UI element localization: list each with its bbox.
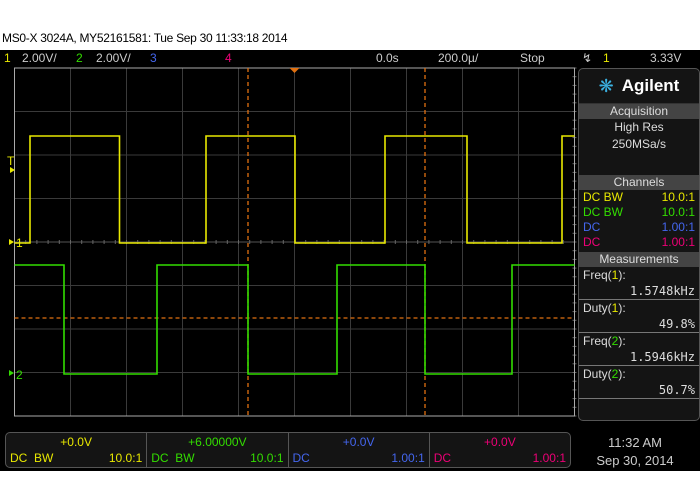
measurement-value: 50.7%	[579, 382, 699, 399]
waveform-graticule[interactable]: T 1 2	[0, 50, 700, 430]
measurement-channel: 2	[611, 334, 619, 348]
channel-row-4[interactable]: DC 1.00:1	[579, 235, 699, 250]
measurement-suffix: ):	[618, 367, 626, 381]
measurement-item[interactable]: Freq(2): 1.5946kHz	[579, 333, 699, 366]
measurement-channel: 1	[611, 268, 619, 282]
channel-coupling: DC	[151, 451, 169, 465]
channel-probe: 1.00:1	[661, 220, 695, 234]
channel-offset: +0.0V	[484, 435, 516, 449]
channels-title[interactable]: Channels	[579, 175, 699, 190]
trigger-level[interactable]: 3.33V	[650, 51, 682, 65]
side-panel: ❋ Agilent Acquisition High Res 250MSa/s …	[578, 68, 700, 421]
channel-probe: 10.0:1	[661, 190, 695, 204]
ch1-number[interactable]: 1	[4, 51, 11, 65]
brand-name: Agilent	[621, 76, 680, 95]
measurement-suffix: ):	[618, 334, 626, 348]
channel-coupling: DC	[583, 220, 601, 234]
measurement-value: 49.8%	[579, 316, 699, 333]
clock-date: Sep 30, 2014	[596, 453, 674, 468]
measurement-label: Freq(1):	[579, 267, 699, 283]
channel-coupling: DC	[292, 451, 310, 465]
channel-offset: +0.0V	[60, 435, 92, 449]
measurement-value: 1.5946kHz	[579, 349, 699, 366]
measurement-name: Duty(	[583, 367, 612, 381]
ch1-ground-arrow-icon	[9, 239, 14, 245]
measurement-name: Freq(	[583, 334, 612, 348]
channel-probe-ratio: 10.0:1	[108, 451, 143, 465]
ch1-waveform	[14, 135, 575, 244]
measurement-name: Freq(	[583, 268, 612, 282]
channel-4-box[interactable]: +0.0V DC 1.00:1	[430, 433, 570, 467]
measurements-list: Freq(1): 1.5748kHz Duty(1): 49.8% Freq(2): 1.…	[579, 267, 699, 399]
trigger-position-marker	[289, 68, 300, 73]
acquisition-info: High Res 250MSa/s	[579, 119, 699, 175]
measurement-item[interactable]: Duty(2): 50.7%	[579, 366, 699, 399]
channel-probe-ratio: 1.00:1	[391, 451, 425, 465]
trigger-level-label: T	[7, 154, 15, 168]
channel-3-box[interactable]: +0.0V DC 1.00:1	[289, 433, 430, 467]
channel-bw-limit: BW	[175, 451, 195, 465]
clock: 11:32 AM Sep 30, 2014	[580, 434, 690, 470]
channels-list: DC BW 10.0:1 DC BW 10.0:1 DC 1.00:1 DC 1.00:1	[579, 190, 699, 252]
ch4-number[interactable]: 4	[225, 51, 232, 65]
measurements-title[interactable]: Measurements	[579, 252, 699, 267]
channel-coupling: DC BW	[583, 205, 623, 219]
channel-bar: +0.0V DC BW 10.0:1 +6.00000V DC BW 10.0:1 +0.0V D…	[5, 432, 571, 468]
channel-bw-limit: BW	[34, 451, 54, 465]
measurement-suffix: ):	[618, 268, 626, 282]
ch2-waveform	[14, 264, 575, 375]
ch2-number[interactable]: 2	[76, 51, 83, 65]
measurement-channel: 1	[611, 301, 619, 315]
ch2-ground-arrow-icon	[9, 370, 14, 376]
channel-row-2[interactable]: DC BW 10.0:1	[579, 205, 699, 220]
acq-rate: 250MSa/s	[611, 137, 667, 151]
measurement-suffix: ):	[618, 301, 626, 315]
agilent-spark-logo-icon: ❋	[598, 75, 614, 96]
ch3-number[interactable]: 3	[150, 51, 157, 65]
acq-mode: High Res	[614, 120, 664, 134]
brand-header: ❋ Agilent	[579, 69, 699, 104]
clock-time: 11:32 AM	[608, 435, 662, 450]
measurement-name: Duty(	[583, 301, 612, 315]
time-scale[interactable]: 200.0µ/	[438, 51, 479, 65]
channel-coupling: DC BW	[583, 190, 623, 204]
falling-edge-trigger-icon: ↯	[582, 51, 593, 65]
channel-coupling: DC	[433, 451, 452, 465]
trigger-source[interactable]: 1	[603, 51, 610, 65]
measurement-channel: 2	[611, 367, 619, 381]
channel-1-box[interactable]: +0.0V DC BW 10.0:1	[6, 433, 148, 467]
time-offset[interactable]: 0.0s	[376, 51, 399, 65]
measurement-value: 1.5748kHz	[579, 283, 699, 300]
channel-offset: +6.00000V	[188, 435, 247, 449]
channel-probe: 1.00:1	[661, 235, 695, 249]
ch1-scale[interactable]: 2.00V/	[22, 51, 57, 65]
measurement-item[interactable]: Duty(1): 49.8%	[579, 300, 699, 333]
acquisition-title[interactable]: Acquisition	[579, 104, 699, 119]
run-state[interactable]: Stop	[520, 51, 545, 65]
measurement-label: Freq(2):	[579, 333, 699, 349]
channel-probe: 10.0:1	[661, 205, 695, 219]
channel-row-1[interactable]: DC BW 10.0:1	[579, 190, 699, 205]
window-title: MS0-X 3024A, MY52161581: Tue Sep 30 11:3…	[2, 31, 288, 45]
channel-coupling: DC	[583, 235, 601, 249]
ch2-scale[interactable]: 2.00V/	[96, 51, 131, 65]
channel-offset: +0.0V	[342, 435, 375, 449]
oscilloscope-display: 1 2.00V/ 2 2.00V/ 3 4 0.0s 200.0µ/ Stop …	[0, 50, 700, 471]
channel-probe-ratio: 10.0:1	[250, 451, 284, 465]
channel-2-box[interactable]: +6.00000V DC BW 10.0:1	[147, 433, 289, 467]
channel-row-3[interactable]: DC 1.00:1	[579, 220, 699, 235]
channel-coupling: DC	[10, 451, 28, 465]
measurement-label: Duty(1):	[579, 300, 699, 316]
ch2-ground-marker: 2	[16, 368, 23, 382]
channel-probe-ratio: 1.00:1	[532, 451, 566, 465]
trigger-level-arrow-icon	[10, 167, 15, 173]
measurement-label: Duty(2):	[579, 366, 699, 382]
measurement-item[interactable]: Freq(1): 1.5748kHz	[579, 267, 699, 300]
status-header: 1 2.00V/ 2 2.00V/ 3 4 0.0s 200.0µ/ Stop …	[0, 50, 700, 66]
ch1-ground-marker: 1	[16, 236, 23, 250]
